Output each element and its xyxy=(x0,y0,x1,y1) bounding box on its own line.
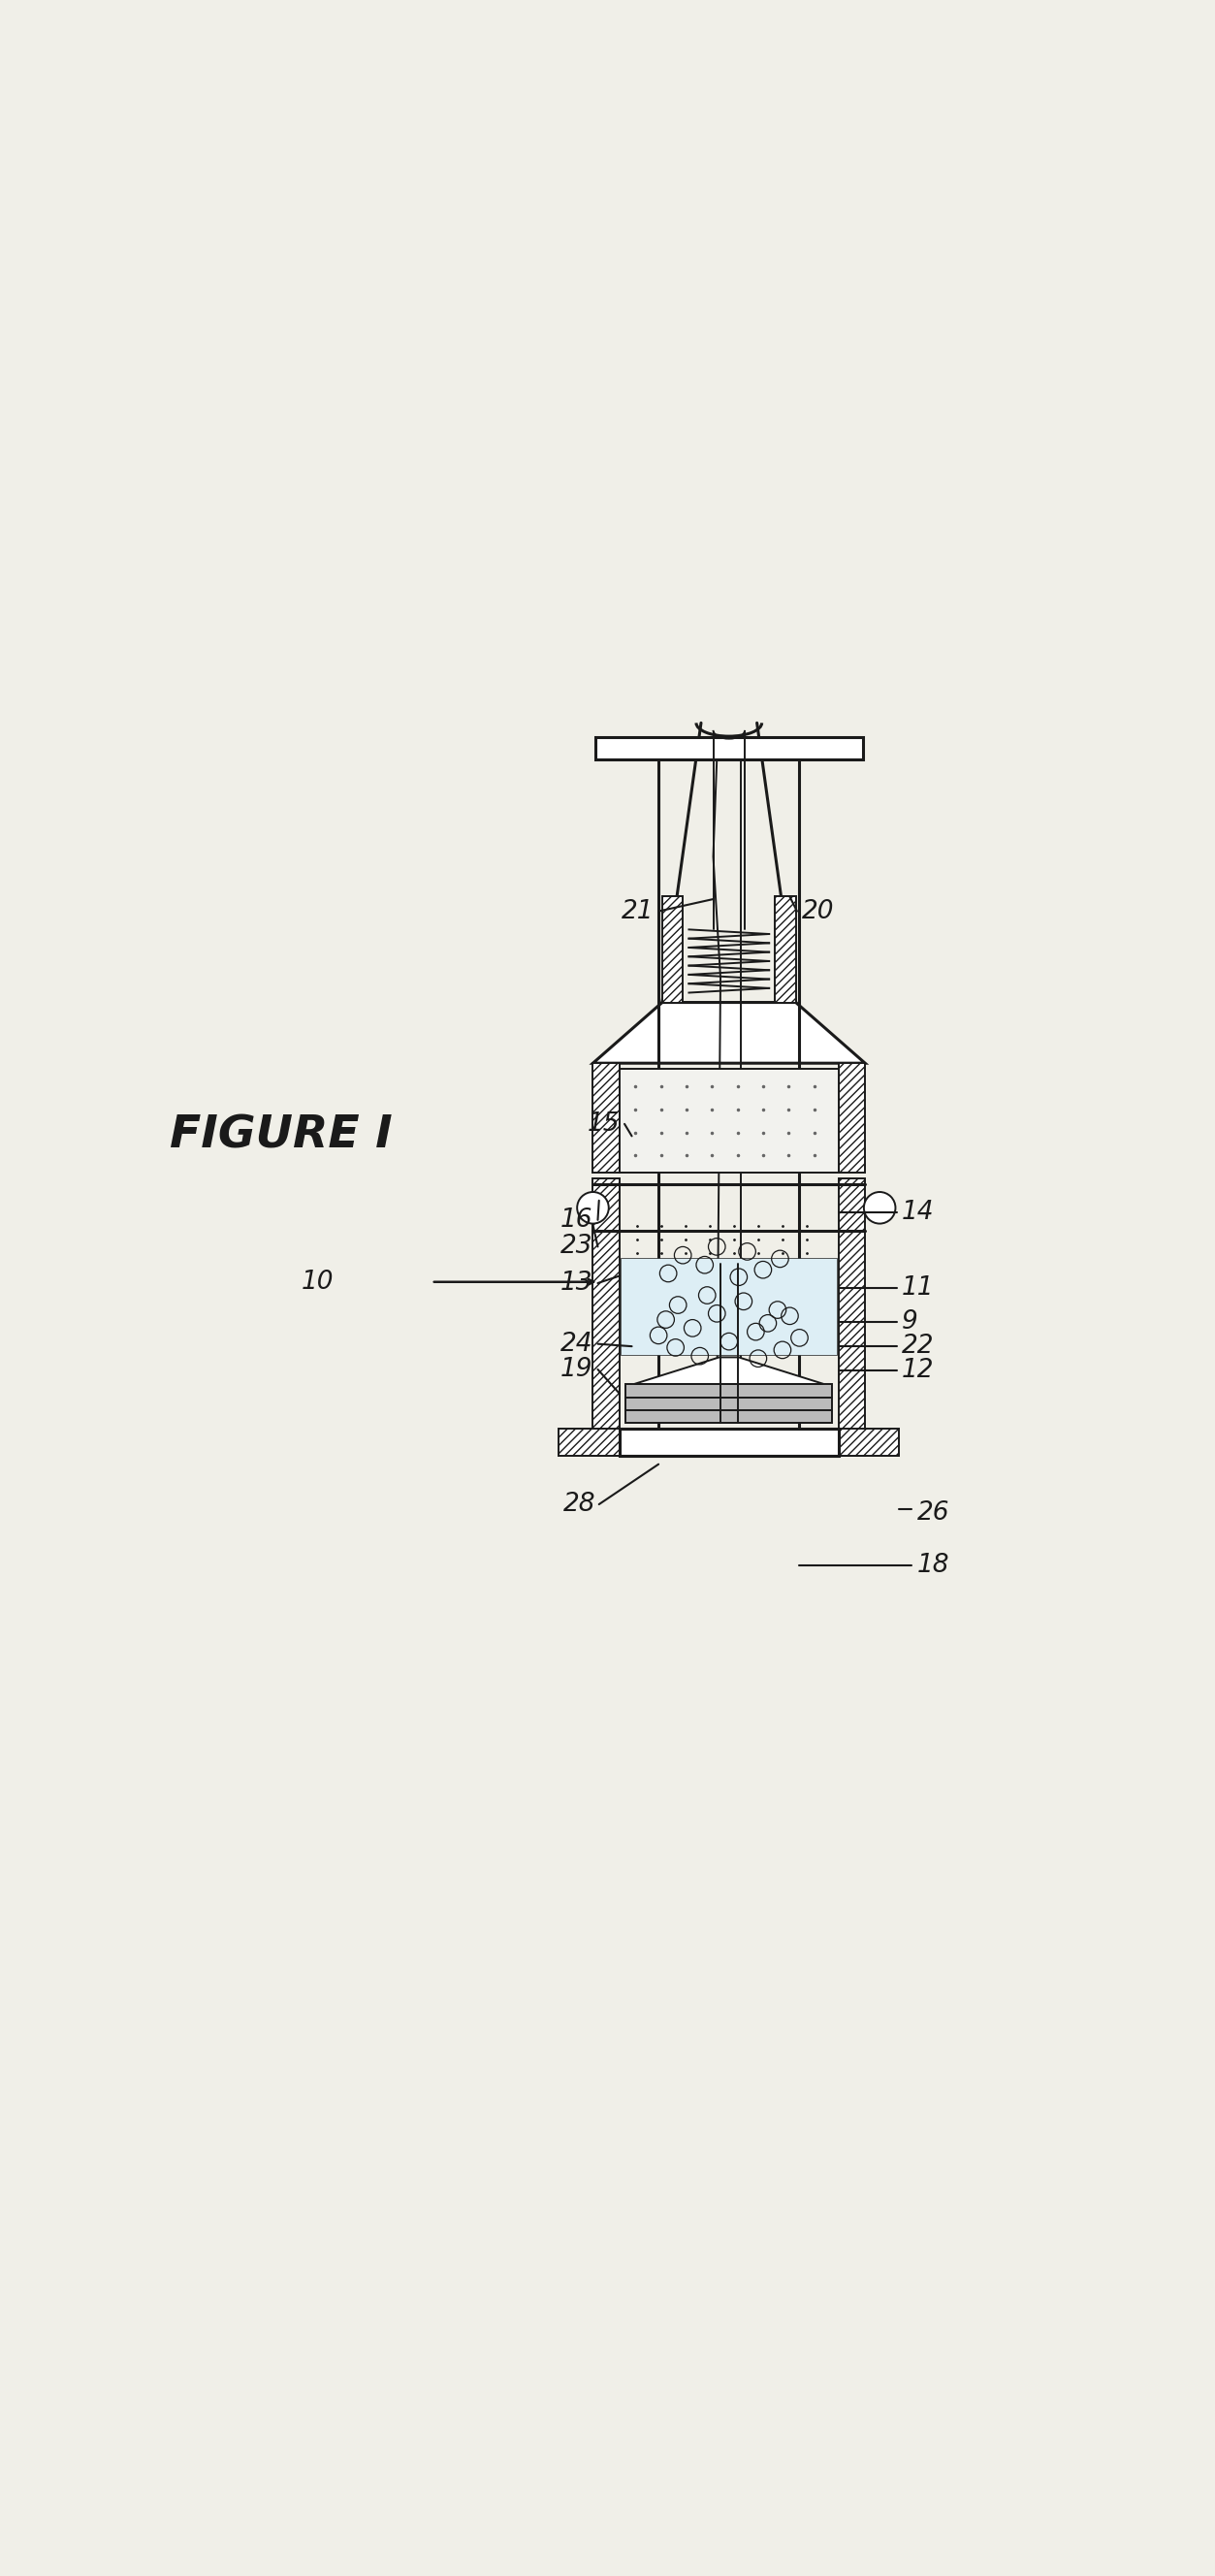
Bar xyxy=(838,1180,865,1455)
Bar xyxy=(559,1430,620,1455)
Bar xyxy=(838,1430,899,1455)
Text: 22: 22 xyxy=(902,1334,934,1360)
Bar xyxy=(775,896,796,1002)
Polygon shape xyxy=(593,1002,865,1064)
Bar xyxy=(621,1257,837,1355)
Text: 21: 21 xyxy=(621,899,654,925)
Text: 14: 14 xyxy=(902,1200,934,1226)
Text: 18: 18 xyxy=(917,1553,950,1577)
Text: 13: 13 xyxy=(560,1270,593,1296)
Text: 9: 9 xyxy=(902,1309,917,1334)
Bar xyxy=(593,1064,620,1172)
Text: 11: 11 xyxy=(902,1275,934,1301)
Bar xyxy=(595,737,863,760)
Text: 24: 24 xyxy=(560,1332,593,1358)
Bar xyxy=(620,1069,838,1172)
Text: 26: 26 xyxy=(917,1499,950,1525)
Text: 10: 10 xyxy=(301,1270,334,1296)
Bar xyxy=(620,1430,838,1455)
Text: FIGURE I: FIGURE I xyxy=(170,1115,392,1159)
Text: 19: 19 xyxy=(560,1358,593,1383)
Circle shape xyxy=(864,1193,895,1224)
Bar xyxy=(838,1064,865,1172)
Text: 15: 15 xyxy=(587,1110,620,1136)
Text: 16: 16 xyxy=(560,1208,593,1231)
Text: 12: 12 xyxy=(902,1358,934,1383)
Bar xyxy=(593,1180,620,1455)
Text: 28: 28 xyxy=(563,1492,595,1517)
Text: 23: 23 xyxy=(560,1234,593,1260)
Bar xyxy=(662,896,683,1002)
Bar xyxy=(626,1383,832,1422)
Polygon shape xyxy=(634,1358,824,1383)
Circle shape xyxy=(577,1193,609,1224)
Text: 20: 20 xyxy=(802,899,835,925)
